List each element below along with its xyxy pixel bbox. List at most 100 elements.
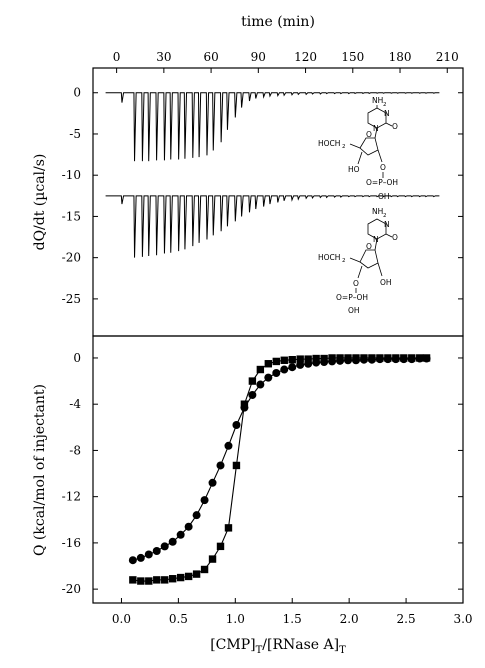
- data-point-square: [280, 356, 288, 364]
- svg-text:O: O: [392, 122, 398, 131]
- data-point-square: [360, 354, 368, 362]
- svg-text:O: O: [366, 242, 372, 251]
- data-point-square: [408, 354, 416, 362]
- thermogram-trace-1: [105, 92, 440, 162]
- isotherm-y-tick-label: -20: [62, 582, 81, 596]
- time-tick-label: 180: [389, 50, 412, 64]
- data-point-square: [312, 354, 320, 363]
- data-point-circle: [168, 537, 177, 546]
- data-point-square: [384, 354, 392, 362]
- data-point-square: [192, 570, 201, 578]
- svg-text:2: 2: [383, 213, 387, 219]
- isotherm-fit-line-square: [132, 357, 427, 582]
- data-point-circle: [160, 542, 169, 551]
- svg-text:O: O: [366, 130, 372, 139]
- data-point-square: [137, 577, 145, 585]
- data-point-circle: [208, 478, 217, 487]
- data-point-circle: [296, 360, 305, 369]
- data-point-circle: [264, 373, 273, 382]
- isotherm-x-tick-label: 1.5: [283, 612, 302, 626]
- svg-text:HOCH: HOCH: [318, 139, 340, 148]
- svg-text:OH: OH: [348, 306, 360, 315]
- data-point-square: [376, 354, 384, 362]
- thermogram-trace-2: [105, 195, 440, 258]
- time-tick-label: 90: [251, 50, 266, 64]
- isotherm-x-tick-label: 2.5: [397, 612, 416, 626]
- svg-text:O: O: [353, 279, 359, 288]
- svg-text:O: O: [380, 163, 386, 172]
- data-point-square: [184, 572, 193, 581]
- data-point-square: [288, 355, 296, 364]
- data-point-square: [296, 355, 304, 363]
- data-point-square: [248, 377, 257, 385]
- thermogram-y-label: dQ/dt (µcal/s): [32, 154, 48, 251]
- data-point-circle: [280, 365, 289, 374]
- thermogram-traces: [105, 92, 440, 258]
- isotherm-x-tick-label: 0.0: [112, 612, 131, 626]
- svg-text:N: N: [373, 124, 379, 133]
- data-point-circle: [200, 496, 209, 505]
- isotherm-y-tick-label: 0: [73, 351, 81, 365]
- thermogram-y-tick-label: -25: [62, 292, 81, 306]
- svg-text:O: O: [392, 233, 398, 242]
- thermogram-y-tick-label: -20: [62, 251, 81, 265]
- data-point-square: [153, 576, 161, 584]
- data-point-circle: [152, 546, 161, 555]
- data-point-square: [129, 576, 137, 584]
- isotherm-x-tick-label: 1.0: [226, 612, 245, 626]
- isotherm-x-ticks: 0.0 0.5 1.0 1.5 2.0 2.5 3.0: [112, 598, 473, 626]
- cytidine-structure-top: NH 2 N N O O HOCH 2 HO O O=P–OH OH: [318, 96, 398, 201]
- thermogram-y-tick-label: -15: [62, 209, 81, 223]
- svg-text:N: N: [384, 220, 390, 229]
- svg-text:2: 2: [342, 144, 346, 150]
- svg-text:HO: HO: [348, 165, 360, 174]
- thermogram-y-tick-label: -5: [69, 127, 81, 141]
- cytidine-structure-bottom: NH 2 N N O O HOCH 2 OH O O=P–OH OH: [318, 207, 398, 315]
- data-point-square: [392, 354, 400, 362]
- svg-text:2: 2: [383, 102, 387, 108]
- svg-text:2: 2: [342, 258, 346, 264]
- time-tick-label: 0: [113, 50, 121, 64]
- isotherm-x-tick-label: 0.5: [169, 612, 188, 626]
- data-point-circle: [144, 550, 153, 559]
- isotherm-y-label: Q (kcal/mol of injectant): [32, 384, 48, 556]
- isotherm-y-ticks: 0 -4 -8 -12 -16 -20: [62, 351, 463, 596]
- data-point-square: [208, 555, 217, 563]
- time-tick-label: 150: [341, 50, 364, 64]
- time-tick-label: 210: [436, 50, 459, 64]
- data-point-square: [224, 524, 233, 532]
- data-point-circle: [176, 530, 185, 539]
- data-point-square: [264, 360, 273, 368]
- data-point-circle: [136, 553, 145, 562]
- data-point-square: [272, 357, 280, 366]
- isotherm-frame: [92, 335, 464, 604]
- isotherm-x-tick-label: 2.0: [340, 612, 359, 626]
- data-point-square: [256, 365, 265, 374]
- amine-label: NH: [372, 207, 383, 216]
- data-point-square: [400, 354, 408, 362]
- isotherm-panel: Q (kcal/mol of injectant) [CMP]T/[RNase …: [32, 335, 473, 656]
- data-point-circle: [288, 363, 297, 372]
- isotherm-y-tick-label: -16: [62, 536, 81, 550]
- isotherm-fit-line-circle: [132, 357, 427, 561]
- isotherm-y-tick-label: -12: [62, 490, 81, 504]
- data-point-square: [176, 573, 185, 582]
- data-point-square: [344, 354, 352, 362]
- time-tick-label: 60: [203, 50, 218, 64]
- data-point-square: [145, 577, 153, 585]
- isotherm-x-tick-label: 3.0: [453, 612, 472, 626]
- data-point-square: [216, 542, 225, 551]
- time-tick-label: 30: [156, 50, 171, 64]
- data-point-square: [240, 400, 249, 408]
- data-point-circle: [184, 522, 193, 531]
- data-point-circle: [256, 380, 265, 389]
- time-axis-ticks: 0 30 60 90 120 150 180 210: [113, 50, 459, 73]
- data-point-square: [336, 354, 344, 362]
- svg-text:OH: OH: [378, 192, 390, 201]
- data-point-circle: [248, 390, 257, 399]
- svg-text:OH: OH: [380, 278, 392, 287]
- data-point-square: [416, 354, 424, 362]
- isotherm-series: [128, 354, 431, 585]
- isotherm-x-label: [CMP]T/[RNase A]T: [210, 637, 346, 656]
- data-point-square: [168, 575, 177, 583]
